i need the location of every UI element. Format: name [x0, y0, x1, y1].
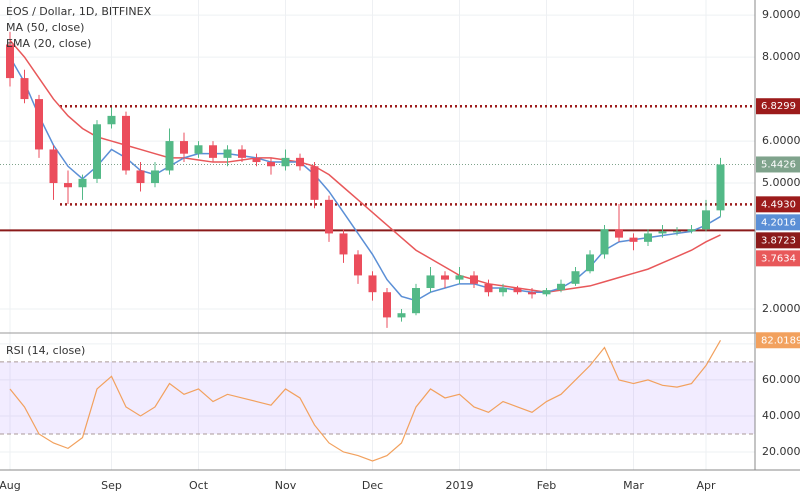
price-label-box: [756, 232, 800, 249]
rsi-band: [0, 361, 755, 434]
candle-body: [557, 283, 565, 291]
candle-body: [673, 231, 681, 233]
price-label-box: [756, 214, 800, 231]
candle-body: [223, 149, 232, 158]
y-tick-label: 6.0000: [762, 134, 800, 147]
candle-body: [64, 183, 72, 188]
x-tick-label: 2019: [446, 479, 474, 492]
x-tick-label: Mar: [623, 479, 644, 492]
price-label-box: [756, 332, 800, 349]
candle-body: [151, 170, 159, 184]
candle-body: [716, 164, 725, 211]
price-label: 82.0189: [761, 335, 800, 346]
candle-body: [383, 292, 391, 318]
candle-body: [687, 229, 696, 232]
candle-body: [325, 199, 333, 234]
candle-body: [354, 254, 362, 276]
y-tick-label: 8.0000: [762, 50, 800, 63]
x-tick-label: Aug: [0, 479, 21, 492]
rsi-line: [9, 339, 722, 462]
candle-body: [499, 288, 507, 293]
y-tick-label: 5.0000: [762, 176, 800, 189]
price-label: 3.7634: [761, 253, 796, 264]
candle-body: [165, 141, 174, 171]
price-label: 5.4426: [761, 159, 796, 170]
candle-body: [615, 229, 623, 238]
x-tick-label: Nov: [275, 479, 297, 492]
candle-body: [49, 149, 58, 184]
candle-body: [441, 275, 449, 280]
plot: [0, 31, 755, 462]
y-tick-label: 20.0000: [762, 445, 800, 458]
candle-body: [658, 231, 667, 234]
candle-body: [600, 229, 609, 255]
chart-title: EOS / Dollar, 1D, BITFINEX: [6, 5, 152, 18]
candle-body: [571, 271, 580, 284]
candle-body: [455, 275, 464, 280]
candle-body: [484, 283, 493, 293]
candle-body: [6, 44, 14, 79]
y-tick-label: 40.0000: [762, 409, 800, 422]
candle-body: [702, 210, 710, 230]
candle-body: [368, 275, 377, 293]
price-label-box: [756, 250, 800, 267]
price-label: 4.4930: [761, 199, 796, 210]
candle-body: [281, 157, 290, 167]
y-tick-label: 2.0000: [762, 302, 800, 315]
x-tick-label: Dec: [362, 479, 383, 492]
y-tick-label: 60.0000: [762, 373, 800, 386]
candle-body: [238, 149, 246, 158]
candle-body: [267, 162, 275, 167]
x-tick-label: Oct: [189, 479, 209, 492]
price-label: 6.8299: [761, 101, 796, 112]
candle-body: [412, 288, 420, 314]
candle-body: [180, 141, 188, 154]
candle-body: [93, 124, 101, 179]
candle-body: [644, 233, 652, 242]
price-label-box: [756, 98, 800, 115]
price-label: 4.2016: [761, 217, 796, 228]
candle-body: [35, 99, 43, 150]
price-label: 3.8723: [761, 235, 796, 246]
price-label-box: [756, 156, 800, 173]
candle-body: [122, 115, 130, 171]
x-tick-label: Feb: [537, 479, 556, 492]
price-label-box: [756, 196, 800, 213]
candle-body: [107, 115, 116, 125]
candle-body: [528, 292, 536, 295]
candle-body: [586, 254, 594, 272]
candle-body: [339, 233, 348, 255]
candle-body: [20, 78, 29, 100]
candle-body: [310, 166, 319, 200]
candle-body: [397, 313, 406, 318]
candle-body: [470, 275, 478, 284]
candle-body: [209, 145, 217, 158]
candle-body: [296, 157, 304, 167]
candle-body: [542, 290, 551, 295]
candle-body: [513, 288, 522, 293]
candle-body: [136, 170, 145, 184]
candle-body: [426, 275, 435, 289]
candle-body: [252, 157, 261, 163]
candle-body: [78, 178, 87, 188]
x-tick-label: Sep: [101, 479, 122, 492]
y-tick-label: 9.0000: [762, 8, 800, 21]
legend-entry: MA (50, close): [6, 21, 84, 34]
legend-entry: EMA (20, close): [6, 37, 91, 50]
candle-body: [194, 145, 203, 154]
candle-body: [629, 237, 638, 242]
x-tick-label: Apr: [696, 479, 716, 492]
rsi-title: RSI (14, close): [6, 344, 85, 357]
